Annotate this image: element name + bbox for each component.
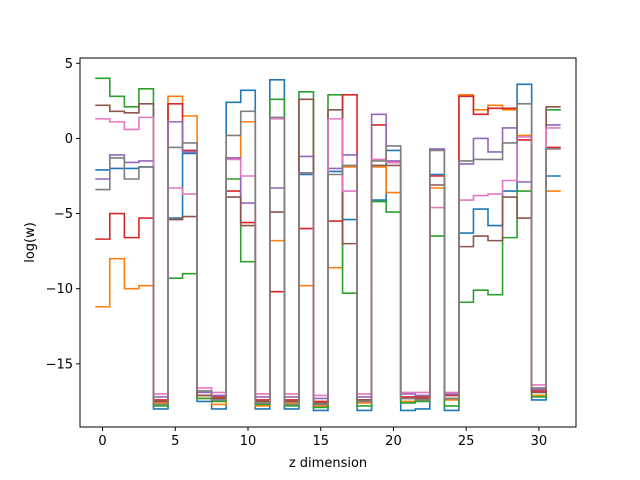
- y-axis-ticks: 5 0 −5 −10 −15: [46, 57, 80, 372]
- plot-frame: [79, 57, 577, 428]
- series-line-8: [95, 103, 561, 406]
- y-tick-label: 5: [65, 57, 73, 72]
- series-line-6: [95, 98, 561, 404]
- x-tick-label: 10: [240, 434, 257, 449]
- x-axis-ticks: 0 5 10 15 20 25 30: [98, 427, 547, 449]
- y-tick-label: 0: [65, 132, 73, 147]
- y-tick-label: −10: [46, 282, 73, 297]
- x-tick-label: 20: [385, 434, 402, 449]
- x-tick-label: 15: [312, 434, 329, 449]
- x-tick-label: 0: [98, 434, 106, 449]
- x-tick-label: 25: [458, 434, 475, 449]
- y-tick-label: −15: [46, 357, 73, 372]
- x-tick-label: 5: [171, 434, 179, 449]
- y-axis-label: log(w): [23, 222, 38, 263]
- x-axis-label: z dimension: [289, 456, 367, 471]
- series-layer: [95, 77, 561, 412]
- y-tick-label: −5: [54, 207, 73, 222]
- series-line-4: [95, 94, 561, 403]
- x-tick-label: 30: [531, 434, 548, 449]
